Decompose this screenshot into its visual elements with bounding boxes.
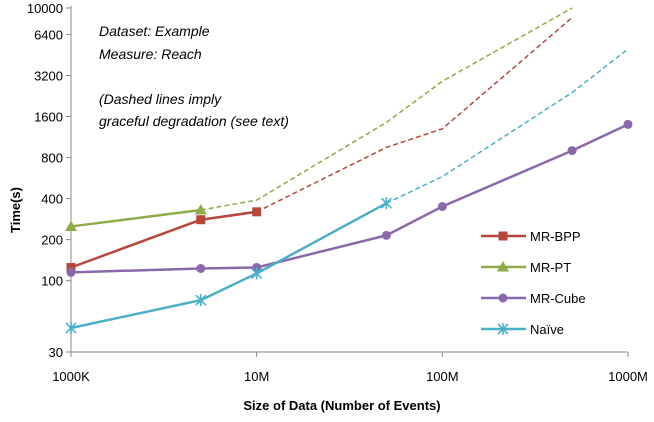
annotation-line-3: (Dashed lines imply	[99, 91, 222, 107]
x-tick-label: 100M	[426, 369, 459, 384]
series-mr-bpp-dashed-line	[256, 17, 573, 213]
legend-label: MR-BPP	[530, 229, 581, 244]
series-mr-bpp-line	[70, 210, 257, 269]
legend-marker	[497, 323, 509, 335]
series-mr-cube-point	[567, 146, 577, 156]
series-na-ve	[65, 48, 629, 334]
y-tick-label: 800	[41, 151, 63, 166]
series-mr-cube-point	[623, 119, 633, 129]
series-mr-cube-point	[196, 263, 206, 273]
legend-item-mr-bpp: MR-BPP	[481, 229, 581, 244]
y-tick-label: 10000	[27, 1, 63, 16]
y-tick-label: 400	[41, 192, 63, 207]
axes-layer: 30 100 200 400 800 1600 3200 6400 10000 1000K 10M 1…	[27, 1, 648, 384]
series-mr-pt	[65, 7, 573, 231]
series-na-ve-dashed-line	[386, 48, 629, 204]
x-axis-title: Size of Data (Number of Events)	[243, 398, 440, 413]
annotation-layer: Dataset: Example Measure: Reach (Dashed …	[99, 23, 289, 129]
series-mr-pt-point	[65, 220, 77, 231]
legend-marker	[497, 261, 509, 272]
series-mr-bpp	[66, 17, 573, 272]
annotation-line-1: Dataset: Example	[99, 23, 210, 39]
series-layer	[65, 7, 633, 334]
legend-marker	[498, 231, 508, 241]
series-mr-pt-line	[70, 208, 201, 228]
series-na-ve-point	[195, 294, 207, 307]
y-tick-label: 100	[41, 274, 63, 289]
series-mr-cube-line	[70, 123, 629, 274]
series-mr-pt-dashed-line	[200, 7, 573, 211]
y-tick-label: 30	[49, 345, 63, 360]
legend-label: MR-PT	[530, 260, 571, 275]
series-mr-bpp-point	[66, 262, 76, 272]
series-na-ve-point	[251, 267, 263, 280]
series-na-ve-point	[380, 197, 393, 210]
series-mr-cube-point	[437, 202, 447, 212]
legend-item-mr-pt: MR-PT	[481, 260, 571, 275]
annotation-line-4: graceful degradation (see text)	[99, 113, 289, 129]
series-na-ve-point	[65, 321, 77, 334]
series-mr-cube	[66, 119, 633, 277]
y-tick-label: 1600	[34, 110, 63, 125]
y-tick-label: 3200	[34, 68, 63, 83]
y-tick-label: 200	[41, 233, 63, 248]
series-mr-bpp-point	[196, 215, 206, 225]
series-mr-bpp-point	[252, 207, 262, 217]
annotation-line-2: Measure: Reach	[99, 46, 202, 62]
x-tick-label: 1000K	[52, 369, 90, 384]
series-mr-pt-point	[194, 204, 207, 215]
legend-label: MR-Cube	[530, 291, 586, 306]
legend-marker	[498, 293, 508, 303]
y-tick-label: 6400	[34, 27, 63, 42]
series-na-ve-line	[70, 202, 388, 330]
series-mr-cube-point	[381, 230, 391, 240]
x-tick-label: 10M	[244, 369, 269, 384]
legend-item-na-ve: Naïve	[481, 322, 564, 337]
legend-label: Naïve	[530, 322, 564, 337]
x-tick-label: 1000M	[608, 369, 648, 384]
series-mr-cube-point	[66, 267, 76, 277]
y-axis-title: Time(s)	[8, 187, 23, 233]
legend: MR-BPP MR-PT MR-Cube Naïve	[481, 229, 586, 337]
legend-item-mr-cube: MR-Cube	[481, 291, 586, 306]
